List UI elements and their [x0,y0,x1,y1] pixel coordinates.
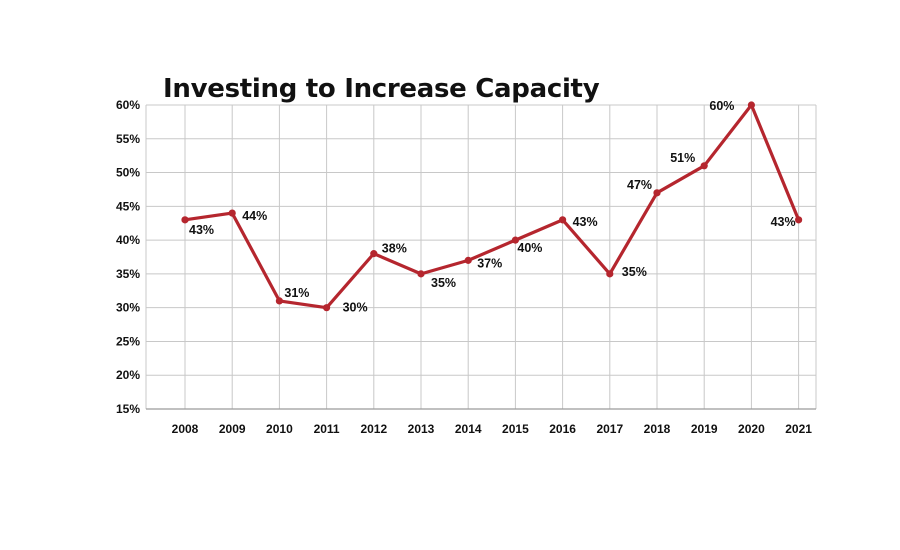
data-point [559,216,567,224]
data-point [275,297,283,305]
data-point [511,236,519,244]
data-label: 37% [477,256,502,270]
y-tick-label: 25% [116,334,140,348]
y-axis-tick-labels: 15% 20% 25% 30% 35% 40% 45% 50% 55% 60% [116,98,140,416]
data-point [228,209,236,217]
y-tick-label: 30% [116,301,140,315]
x-tick-label: 2016 [549,422,576,436]
x-tick-label: 2018 [644,422,671,436]
x-tick-label: 2020 [738,422,765,436]
data-label: 51% [670,151,695,165]
data-label: 43% [573,215,598,229]
data-label: 47% [627,178,652,192]
x-tick-label: 2014 [455,422,482,436]
data-label: 43% [189,223,214,237]
y-tick-label: 40% [116,233,140,247]
x-tick-label: 2019 [691,422,718,436]
x-tick-label: 2021 [785,422,812,436]
data-point [464,256,472,264]
data-point [700,162,708,170]
y-tick-label: 60% [116,98,140,112]
y-tick-label: 15% [116,402,140,416]
data-point [747,101,756,109]
x-tick-label: 2008 [172,422,199,436]
data-point [370,250,378,258]
y-tick-label: 45% [116,199,140,213]
x-axis-tick-labels: 2008 2009 2010 2011 2012 2013 2014 2015 2016 2017… [172,422,813,436]
data-label: 43% [771,215,796,229]
data-label: 40% [517,241,542,255]
y-tick-label: 20% [116,368,140,382]
x-tick-label: 2017 [596,422,623,436]
data-label: 35% [622,265,647,279]
data-label: 44% [242,209,267,223]
x-tick-label: 2011 [314,422,340,436]
x-tick-label: 2013 [408,422,435,436]
x-tick-label: 2009 [219,422,246,436]
data-points [181,101,803,312]
y-tick-label: 35% [116,267,140,281]
x-tick-label: 2015 [502,422,529,436]
data-label: 31% [284,286,309,300]
data-label: 38% [382,242,407,256]
data-label: 35% [431,276,456,290]
data-labels: 43% 44% 31% 30% 38% 35% 37% 40% 43% 35% 47% 51% 60% 4… [189,99,796,315]
data-point [181,216,189,224]
data-label: 30% [343,301,368,315]
series-line [183,103,801,310]
data-label: 60% [709,99,734,113]
x-tick-label: 2012 [360,422,387,436]
data-point [606,270,614,278]
y-tick-label: 50% [116,166,140,180]
data-point [795,216,803,224]
series-line-group [183,103,801,310]
data-point [417,270,425,278]
data-point [323,304,331,312]
x-tick-label: 2010 [266,422,293,436]
chart-title: Investing to Increase Capacity [163,74,600,104]
data-point [653,189,661,197]
y-tick-label: 55% [116,132,140,146]
